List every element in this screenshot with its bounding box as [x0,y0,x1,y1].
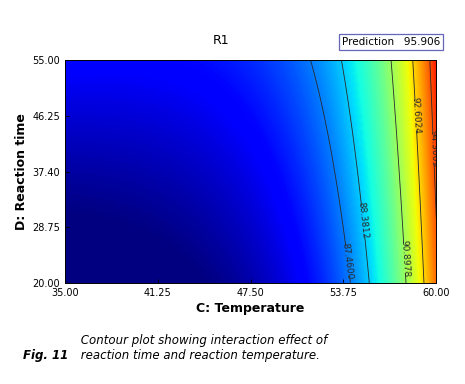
Text: 90.8978: 90.8978 [399,240,410,278]
Text: 94.3069: 94.3069 [428,129,439,167]
Text: Contour plot showing interaction effect of
 reaction time and reaction temperatu: Contour plot showing interaction effect … [77,334,327,362]
Text: Fig. 11: Fig. 11 [23,349,68,362]
X-axis label: C: Temperature: C: Temperature [196,302,305,315]
Text: Prediction   95.906: Prediction 95.906 [342,37,440,47]
Text: 87.4600: 87.4600 [341,242,354,280]
Y-axis label: D: Reaction time: D: Reaction time [15,113,28,230]
Text: R1: R1 [213,34,229,47]
Text: 92.6024: 92.6024 [410,97,421,134]
Text: 88.3812: 88.3812 [357,202,370,240]
